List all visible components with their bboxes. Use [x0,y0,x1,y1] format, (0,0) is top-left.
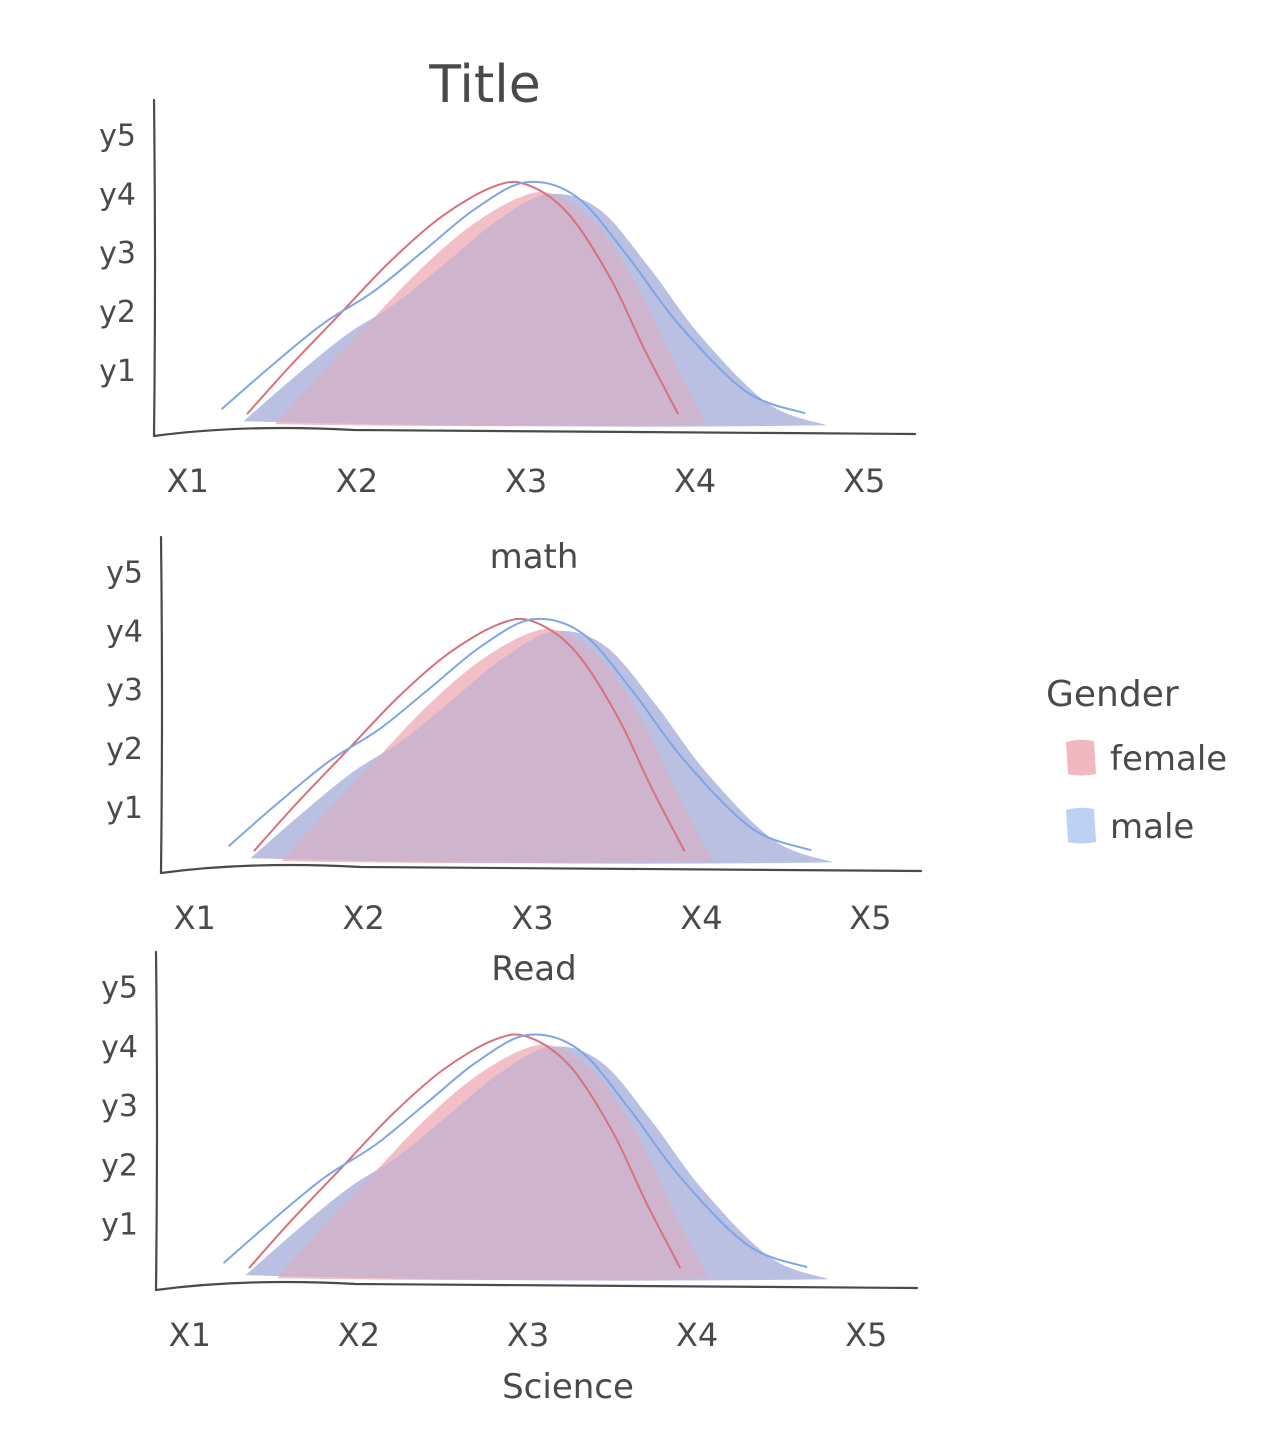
female-density-line [248,1033,682,1269]
y-tick-label: y3 [99,236,136,271]
x-axis-line [159,863,923,875]
male-female-overlap-tint [245,1046,830,1281]
y-tick-label: y5 [106,555,143,590]
y-tick-label: y4 [106,614,143,649]
y-axis-line [159,535,164,875]
female-density-line [246,180,680,415]
x-tick-label: X3 [505,462,547,500]
x-axis-line [152,426,917,438]
y-tick-label: y3 [101,1089,138,1124]
x-tick-label: X4 [680,899,722,937]
x-tick-label: X2 [336,462,378,500]
panel-2: y1 y2 y3 y4 y5 X1 X2 X3 X4 X5 Read [106,535,923,989]
male-density-line [220,180,806,415]
x-tick-label: X5 [845,1316,887,1354]
chart-panels: y1 y2 y3 y4 y5 X1 X2 X3 X4 X5 math y1 y2 y3 y4 y5 X1 X2 X3… [99,98,923,1407]
legend-label-female: female [1110,739,1227,779]
x-axis-label: Science [502,1367,634,1407]
y-axis-line [154,950,159,1292]
y-tick-label: y2 [106,732,143,767]
legend-label-male: male [1110,807,1194,847]
legend: Gender female male [1046,674,1227,847]
legend-swatch-female [1066,739,1096,776]
x-axis-line [154,1280,919,1292]
male-female-overlap-tint [243,193,828,427]
x-tick-label: X4 [676,1316,718,1354]
x-axis-label: Read [491,949,576,989]
y-tick-label: y1 [106,791,143,826]
y-tick-label: y4 [101,1030,138,1065]
x-tick-label: X3 [507,1316,549,1354]
male-density-line [222,1033,808,1269]
x-tick-label: X5 [849,899,891,937]
x-axis-label: math [490,537,579,577]
legend-swatch-male [1066,807,1096,844]
x-tick-label: X5 [843,462,885,500]
panel-3: y1 y2 y3 y4 y5 X1 X2 X3 X4 X5 Science [101,950,919,1407]
x-tick-label: X3 [511,899,553,937]
x-tick-label: X2 [343,899,385,937]
male-female-overlap-tint [250,630,834,864]
legend-title: Gender [1046,674,1179,715]
female-density-line [253,617,686,852]
x-tick-label: X1 [167,462,209,500]
x-tick-label: X1 [169,1316,211,1354]
y-tick-label: y5 [99,118,136,153]
y-tick-label: y2 [101,1148,138,1183]
y-tick-label: y2 [99,295,136,330]
y-tick-label: y1 [101,1208,138,1243]
y-tick-label: y3 [106,673,143,708]
chart-title: Title [428,55,540,115]
y-tick-label: y4 [99,177,136,212]
male-density-line [227,617,812,852]
x-tick-label: X1 [174,899,216,937]
y-tick-label: y5 [101,971,138,1006]
y-tick-label: y1 [99,354,136,389]
panel-1: y1 y2 y3 y4 y5 X1 X2 X3 X4 X5 math [99,98,917,577]
x-tick-label: X2 [338,1316,380,1354]
y-axis-line [152,98,157,438]
x-tick-label: X4 [674,462,716,500]
